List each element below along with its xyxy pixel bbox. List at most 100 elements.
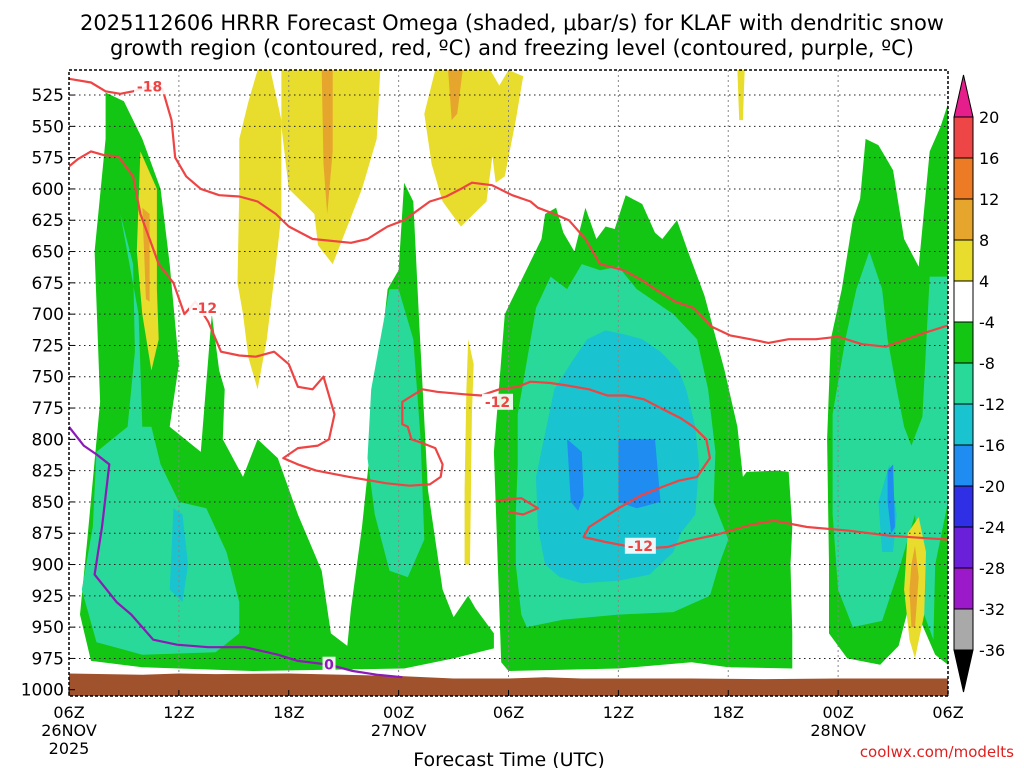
y-tick-label-775: 775 <box>32 399 64 419</box>
x-tick-label-30: 12Z <box>603 703 634 722</box>
contour-label-bg-dgz-4 <box>624 537 656 554</box>
y-tick-label-550: 550 <box>32 117 64 137</box>
contour-label-dgz-2: -12 <box>192 301 217 317</box>
x-tick-date-18: 27NOV <box>371 721 427 740</box>
y-tick-label-825: 825 <box>32 462 64 482</box>
colorbar-label-12: 12 <box>979 190 999 209</box>
omega-region-17 <box>490 70 524 183</box>
colorbar: -36 -32 -28 -24 -20 -16 -12 -8 -4 4 8 12 16 20 <box>953 74 1005 693</box>
contour-label-bg-dgz-3 <box>482 393 514 410</box>
colorbar-band--32 <box>953 567 974 610</box>
y-tick-label-600: 600 <box>32 180 64 200</box>
omega-region-1 <box>81 214 240 655</box>
y-tick-label-525: 525 <box>32 86 64 106</box>
omega-region-3 <box>367 289 425 578</box>
y-tick-label-1000: 1000 <box>21 681 64 701</box>
colorbar-band--28 <box>953 526 974 569</box>
colorbar-band--16 <box>953 403 974 446</box>
omega-region-16 <box>424 70 502 227</box>
colorbar-label--24: -24 <box>979 518 1005 537</box>
chart-title-line2: growth region (contoured, red, ºC) and f… <box>110 36 914 60</box>
y-tick-label-700: 700 <box>32 305 64 325</box>
y-tick-label-975: 975 <box>32 649 64 669</box>
x-tick-label-18: 00Z <box>383 703 414 722</box>
y-tick-label-850: 850 <box>32 493 64 513</box>
contour-lines: -18 -12 -12 -12 0 <box>69 77 948 679</box>
contour-label-bg-dgz-2 <box>189 299 221 316</box>
plot-area: -18 -12 -12 -12 0 <box>69 70 948 696</box>
omega-region-21 <box>321 70 333 214</box>
contour-label-dgz-0: -18 <box>137 79 162 95</box>
x-tick-year-0: 2025 <box>49 739 90 758</box>
colorbar-band-12 <box>953 157 974 200</box>
x-tick-label-6: 12Z <box>163 703 194 722</box>
contour-label-freezing: 0 <box>324 658 334 674</box>
contour-line-dgz-0 <box>69 77 948 348</box>
colorbar-label-4: 4 <box>979 272 989 291</box>
x-axis-label: Forecast Time (UTC) <box>413 749 604 768</box>
grid-lines <box>69 70 948 696</box>
contour-line-dgz-5 <box>495 497 539 516</box>
colorbar-band-8 <box>953 198 974 241</box>
contour-line-dgz-1 <box>69 150 948 550</box>
y-tick-label-675: 675 <box>32 274 64 294</box>
y-tick-label-725: 725 <box>32 336 64 356</box>
colorbar-band-16 <box>953 116 974 159</box>
colorbar-label--12: -12 <box>979 395 1005 414</box>
colorbar-band--24 <box>953 485 974 528</box>
x-tick-label-24: 06Z <box>493 703 524 722</box>
x-tick-label-0: 06Z <box>53 703 84 722</box>
omega-region-6 <box>536 330 699 584</box>
colorbar-label--8: -8 <box>979 354 995 373</box>
x-tick-label-36: 18Z <box>713 703 744 722</box>
colorbar-band--12 <box>953 362 974 405</box>
colorbar-label-8: 8 <box>979 231 989 250</box>
omega-region-24 <box>909 545 919 628</box>
x-tick-label-42: 00Z <box>822 703 853 722</box>
plot-frame <box>68 69 949 697</box>
colorbar-label-20: 20 <box>979 108 999 127</box>
y-tick-label-625: 625 <box>32 211 64 231</box>
y-axis: 525 550 575 600 625 650 675 700 725 750 775 800 825 8… <box>21 86 75 701</box>
colorbar-label--32: -32 <box>979 600 1005 619</box>
colorbar-label--4: -4 <box>979 313 995 332</box>
y-tick-label-750: 750 <box>32 368 64 388</box>
contour-label-dgz-4: -12 <box>628 539 653 555</box>
colorbar-label--28: -28 <box>979 559 1005 578</box>
contour-label-bg-dgz-0 <box>134 78 166 95</box>
omega-region-12 <box>887 464 895 534</box>
x-tick-label-48: 06Z <box>932 703 963 722</box>
colorbar-label--20: -20 <box>979 477 1005 496</box>
x-tick-date-0: 26NOV <box>41 721 97 740</box>
omega-region-19 <box>737 70 745 121</box>
x-tick-date-42: 28NOV <box>810 721 866 740</box>
colorbar-band--20 <box>953 444 974 487</box>
colorbar-band--4 <box>953 280 974 323</box>
y-tick-label-900: 900 <box>32 556 64 576</box>
contour-label-bg-freezing <box>322 656 336 673</box>
chart-title-line1: 2025112606 HRRR Forecast Omega (shaded, … <box>80 11 944 35</box>
omega-region-13 <box>237 70 282 390</box>
colorbar-band--36 <box>953 608 974 651</box>
colorbar-label--36: -36 <box>979 641 1005 660</box>
colorbar-label--16: -16 <box>979 436 1005 455</box>
colorbar-label-16: 16 <box>979 149 999 168</box>
y-tick-label-950: 950 <box>32 618 64 638</box>
colorbar-band--8 <box>953 321 974 364</box>
y-tick-label-575: 575 <box>32 149 64 169</box>
colorbar-high-arrow <box>953 74 974 118</box>
watermark: coolwx.com/modelts <box>860 743 1014 761</box>
colorbar-low-arrow <box>953 649 974 693</box>
colorbar-band-4 <box>953 239 974 282</box>
omega-shading <box>80 70 948 671</box>
y-tick-label-650: 650 <box>32 243 64 263</box>
y-tick-label-800: 800 <box>32 430 64 450</box>
omega-region-8 <box>567 439 584 511</box>
contour-label-dgz-3: -12 <box>485 395 510 411</box>
omega-region-7 <box>618 439 661 509</box>
y-tick-label-925: 925 <box>32 587 64 607</box>
y-tick-label-875: 875 <box>32 524 64 544</box>
x-tick-label-12: 18Z <box>273 703 304 722</box>
